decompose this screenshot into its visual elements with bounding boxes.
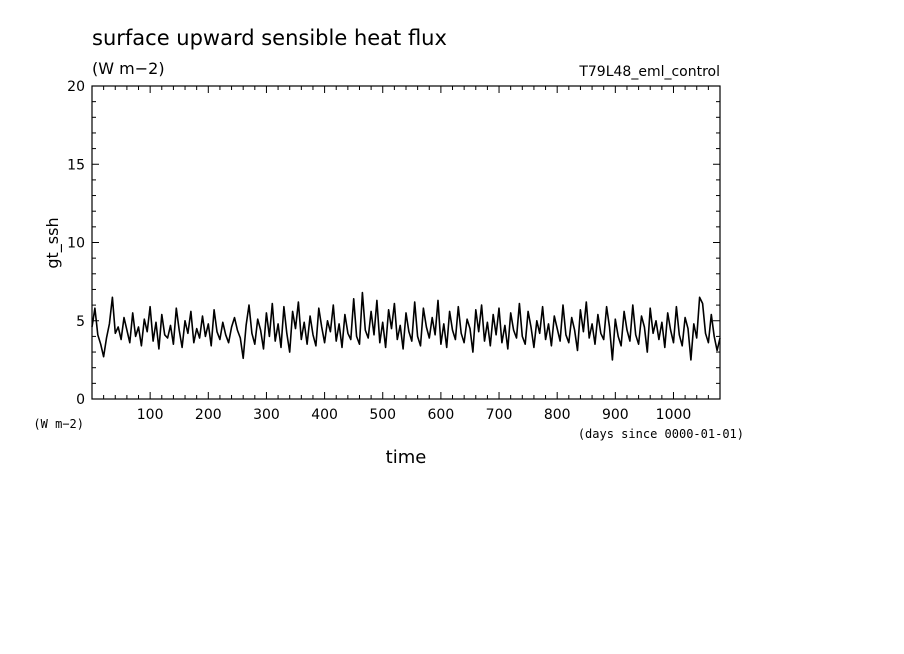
x-tick-label: 500: [369, 407, 396, 423]
y-tick-label: 5: [76, 314, 85, 330]
x-tick-label: 100: [137, 407, 164, 423]
y-tick-labels: 0 5 10 15 20: [67, 79, 85, 408]
x-tick-label: 400: [311, 407, 338, 423]
x-tick-label: 900: [602, 407, 629, 423]
y-axis-label: gt_ssh: [43, 217, 63, 268]
y-tick-label: 20: [67, 79, 85, 95]
x-tick-labels: 100 200 300 400 500 600 700 800 900 1000: [137, 407, 692, 423]
y-axis-units: (W m−2): [33, 417, 84, 431]
x-tick-label: 600: [428, 407, 455, 423]
x-axis-label: time: [386, 447, 427, 468]
chart-units: (W m−2): [92, 59, 165, 78]
run-label: T79L48_eml_control: [578, 64, 720, 80]
x-tick-label: 800: [544, 407, 571, 423]
x-axis-units: (days since 0000-01-01): [578, 427, 744, 441]
x-tick-label: 300: [253, 407, 280, 423]
y-tick-label: 10: [67, 236, 85, 252]
axis-ticks: [92, 86, 720, 399]
y-tick-label: 15: [67, 157, 85, 173]
x-tick-label: 200: [195, 407, 222, 423]
chart-title: surface upward sensible heat flux: [92, 26, 447, 50]
series-line: [91, 291, 721, 361]
plot-frame: [91, 85, 721, 400]
x-tick-label: 1000: [656, 407, 692, 423]
y-tick-label: 0: [76, 392, 85, 408]
x-tick-label: 700: [486, 407, 513, 423]
